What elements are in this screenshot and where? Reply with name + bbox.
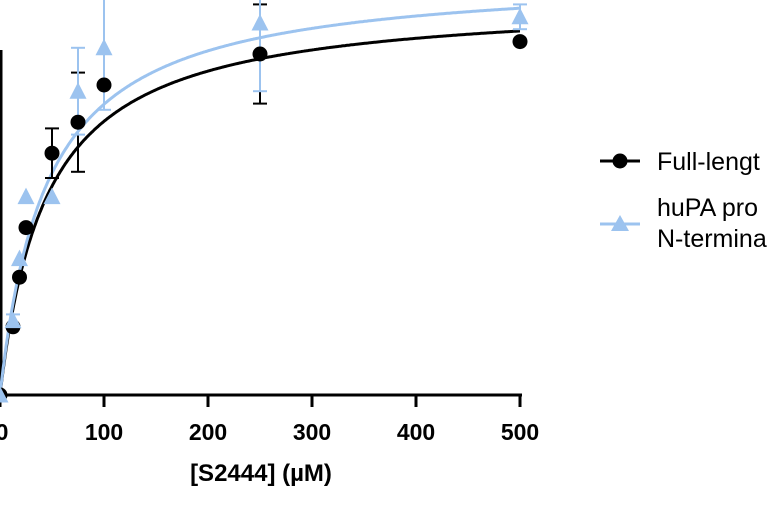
legend: Full-lengt huPA pro N-termina bbox=[600, 148, 767, 253]
data-point-series-2 bbox=[0, 386, 9, 403]
x-tick-label: 0 bbox=[0, 419, 8, 445]
data-point-series-2 bbox=[95, 38, 113, 56]
data-markers bbox=[0, 7, 529, 403]
x-tick-label: 400 bbox=[397, 419, 435, 445]
data-point-series-1 bbox=[12, 269, 27, 285]
data-point-series-1 bbox=[70, 114, 86, 130]
legend-label-series-1: Full-lengt bbox=[657, 148, 760, 176]
x-tick-label: 500 bbox=[501, 419, 539, 445]
legend-label-series-2: N-termina bbox=[657, 225, 767, 253]
data-point-series-1 bbox=[44, 145, 60, 161]
data-point-series-2 bbox=[17, 187, 35, 205]
data-point-series-2 bbox=[43, 187, 61, 205]
error-bars bbox=[6, 0, 527, 328]
x-tick-label: 100 bbox=[85, 419, 123, 445]
data-point-series-2 bbox=[69, 82, 87, 99]
x-axis-title: [S2444] (µM) bbox=[190, 460, 332, 487]
x-tick-label: 300 bbox=[293, 419, 331, 445]
data-point-series-2 bbox=[4, 311, 22, 329]
data-point-series-1 bbox=[18, 220, 34, 236]
x-tick-label: 200 bbox=[189, 419, 227, 445]
data-point-series-2 bbox=[11, 249, 28, 267]
data-point-series-1 bbox=[512, 34, 528, 50]
legend-marker-series-1 bbox=[612, 153, 628, 169]
x-axis: 0 100 200 300 400 500 bbox=[0, 393, 539, 445]
data-point-series-1 bbox=[252, 46, 268, 62]
legend-label-series-2: huPA pro bbox=[657, 194, 758, 222]
data-point-series-2 bbox=[511, 7, 529, 25]
legend-marker-series-2 bbox=[611, 215, 629, 231]
data-point-series-2 bbox=[251, 14, 269, 31]
data-point-series-1 bbox=[96, 77, 112, 93]
